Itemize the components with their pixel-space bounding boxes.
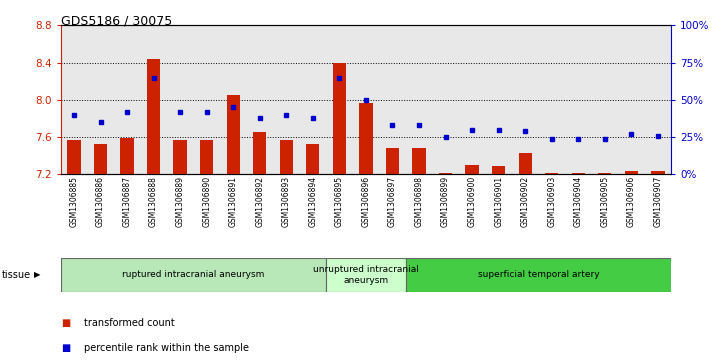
Bar [121,138,134,174]
Bar [598,173,611,174]
Bar [67,140,81,174]
Text: unruptured intracranial
aneurysm: unruptured intracranial aneurysm [313,265,419,285]
Bar [492,166,506,174]
Bar [226,95,240,174]
Bar [306,144,319,174]
Bar [280,140,293,174]
Bar [651,171,665,174]
Bar [147,59,160,174]
Bar [333,63,346,174]
Text: GDS5186 / 30075: GDS5186 / 30075 [61,15,172,28]
Text: transformed count: transformed count [84,318,174,328]
Bar [386,148,399,174]
Bar [326,258,406,292]
Text: ruptured intracranial aneurysm: ruptured intracranial aneurysm [122,270,265,280]
Text: ■: ■ [61,343,70,354]
Bar [439,173,452,174]
Bar [174,140,187,174]
Text: ▶: ▶ [34,270,41,280]
Bar [625,171,638,174]
Text: ■: ■ [61,318,70,328]
Text: percentile rank within the sample: percentile rank within the sample [84,343,248,354]
Bar [406,258,671,292]
Bar [94,144,107,174]
Text: superficial temporal artery: superficial temporal artery [478,270,599,280]
Bar [61,258,326,292]
Bar [253,132,266,174]
Bar [545,173,558,174]
Bar [466,165,478,174]
Bar [359,103,373,174]
Bar [572,173,585,174]
Text: tissue: tissue [2,270,31,280]
Bar [200,140,213,174]
Bar [413,148,426,174]
Bar [518,153,532,174]
